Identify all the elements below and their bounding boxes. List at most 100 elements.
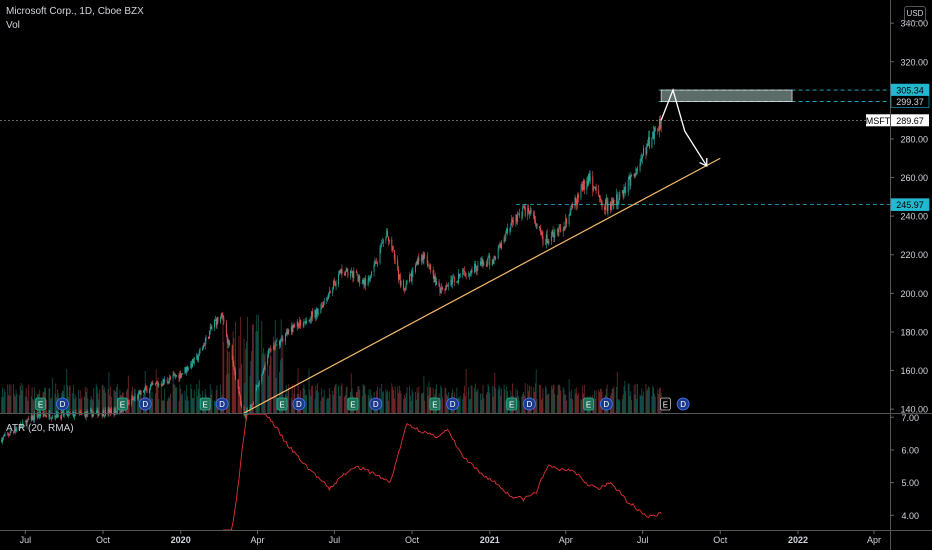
- volume-bar: [10, 384, 12, 413]
- event-markers[interactable]: E E E E E E E E ED D D D D D D D D: [35, 397, 690, 411]
- candle-body: [355, 271, 357, 273]
- candle-body: [350, 271, 352, 273]
- dividend-marker[interactable]: [138, 397, 152, 411]
- volume-bar: [622, 394, 624, 413]
- symbol-title[interactable]: Microsoft Corp., 1D, Cboe BZX: [6, 6, 144, 17]
- volume-bar: [288, 383, 290, 413]
- candle-body: [381, 243, 383, 247]
- projection-path[interactable]: [660, 88, 708, 167]
- volume-bar: [228, 373, 230, 413]
- candle-body: [500, 243, 502, 249]
- candle-body: [246, 410, 248, 418]
- trendline[interactable]: [243, 157, 721, 414]
- volume-bar: [659, 388, 660, 413]
- earnings-marker[interactable]: [276, 397, 288, 411]
- volume-bar: [382, 391, 384, 413]
- candle-body: [551, 230, 553, 237]
- candle-body: [292, 324, 294, 333]
- volume-bar: [545, 385, 546, 413]
- candle-body: [290, 326, 292, 332]
- candle-body: [115, 408, 117, 413]
- volume-bar: [501, 389, 503, 413]
- candle-body: [628, 175, 630, 180]
- volume-bar: [340, 385, 342, 413]
- candle-body: [499, 243, 501, 248]
- volume-bar: [223, 342, 225, 413]
- candle-body: [204, 340, 206, 347]
- candle-body: [489, 256, 491, 266]
- currency-button[interactable]: USD: [904, 6, 926, 22]
- dividend-marker[interactable]: [599, 397, 613, 411]
- dividend-marker[interactable]: [369, 397, 383, 411]
- candle-body: [30, 415, 32, 420]
- earnings-marker[interactable]: [583, 397, 594, 411]
- volume-legend[interactable]: Vol: [6, 20, 20, 31]
- candle-body: [51, 418, 52, 419]
- dividend-marker[interactable]: [215, 397, 229, 411]
- candle-body: [280, 338, 282, 340]
- candle-body: [391, 239, 393, 248]
- volume-bar: [257, 331, 258, 413]
- candle-body: [610, 202, 611, 210]
- earnings-marker[interactable]: [659, 397, 671, 411]
- volume-bar: [109, 395, 111, 413]
- horizontal-levels[interactable]: [0, 89, 890, 206]
- time-tick-label: Apr: [251, 535, 265, 545]
- volume-bar: [176, 387, 177, 413]
- candle-body: [409, 275, 410, 282]
- candle-body: [55, 415, 57, 418]
- atr-legend[interactable]: ATR (20, RMA): [6, 423, 74, 434]
- volume-bar: [493, 386, 495, 413]
- time-tick-label: Oct: [713, 535, 728, 545]
- volume-bar: [34, 387, 36, 413]
- volume-bar: [599, 389, 601, 413]
- dividend-marker[interactable]: [523, 397, 536, 411]
- candle-body: [648, 137, 649, 146]
- volume-bar: [258, 380, 260, 413]
- volume-bar: [116, 387, 117, 413]
- dividend-marker-label: D: [219, 400, 225, 409]
- earnings-marker[interactable]: [199, 397, 211, 411]
- earnings-marker[interactable]: [429, 397, 441, 411]
- earnings-marker-label: E: [350, 401, 355, 410]
- volume-bar: [557, 384, 559, 413]
- volume-bar: [619, 400, 621, 413]
- dividend-marker[interactable]: [56, 397, 69, 411]
- volume-bar: [500, 395, 502, 413]
- volume-bar: [19, 386, 21, 413]
- earnings-marker[interactable]: [506, 397, 518, 411]
- candle-body: [196, 355, 198, 358]
- candle-body: [422, 255, 424, 260]
- volume-bar: [50, 399, 52, 413]
- earnings-marker[interactable]: [347, 397, 359, 411]
- target-zone[interactable]: [660, 89, 793, 102]
- candle-body: [659, 119, 661, 129]
- earnings-marker[interactable]: [117, 397, 128, 411]
- candle-body: [92, 413, 94, 417]
- candle-body: [480, 261, 482, 264]
- volume-bar: [556, 395, 558, 413]
- volume-bar: [16, 393, 18, 413]
- volume-bar: [594, 398, 596, 413]
- volume-bar: [78, 389, 79, 413]
- earnings-marker[interactable]: [35, 397, 46, 411]
- volume-bar: [179, 384, 181, 413]
- volume-bar: [2, 387, 3, 413]
- dividend-marker[interactable]: [292, 397, 306, 411]
- time-tick-label: 2020: [171, 535, 191, 545]
- candle-body: [369, 277, 371, 279]
- candle-body: [426, 255, 428, 265]
- dividend-marker[interactable]: [446, 397, 459, 411]
- candle-body: [276, 340, 278, 342]
- volume-bar: [424, 400, 426, 413]
- volume-bar: [393, 390, 394, 413]
- candle-body: [444, 288, 446, 291]
- candle-body: [199, 350, 201, 352]
- candle-body: [297, 321, 299, 326]
- candle-body: [306, 320, 307, 324]
- volume-bar: [427, 395, 429, 413]
- dividend-marker[interactable]: [676, 397, 690, 411]
